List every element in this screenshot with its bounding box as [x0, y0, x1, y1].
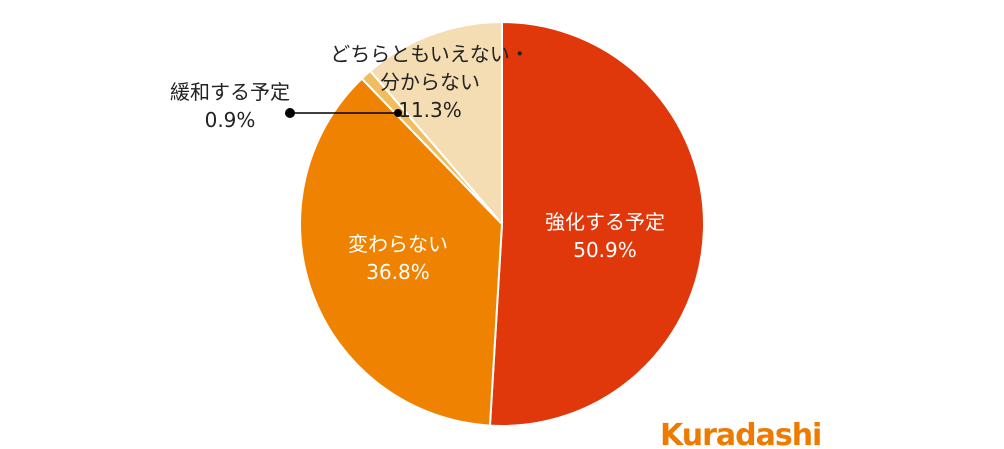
- pie-slice: [488, 20, 705, 427]
- leader-dot: [394, 109, 402, 117]
- value-label: 50.9%: [573, 238, 637, 262]
- slice-label: 変わらない 36.8%: [348, 230, 448, 286]
- value-label: 11.3%: [398, 98, 462, 122]
- category-label: 強化する予定: [545, 210, 665, 234]
- leader-dot: [285, 108, 295, 118]
- value-label: 0.9%: [204, 108, 256, 132]
- value-label: 36.8%: [366, 260, 430, 284]
- pie-slice: [368, 20, 503, 227]
- slice-label: 強化する予定 50.9%: [545, 208, 665, 264]
- slice-label: どちらともいえない・ 分からない 11.3%: [330, 40, 530, 124]
- category-label: 変わらない: [348, 232, 448, 256]
- slice-label: 緩和する予定 0.9%: [170, 78, 290, 134]
- logo: Kuradashi: [660, 418, 822, 449]
- category-label: どちらともいえない・ 分からない: [330, 42, 530, 94]
- pie-slice: [299, 77, 504, 427]
- category-label: 緩和する予定: [170, 80, 290, 104]
